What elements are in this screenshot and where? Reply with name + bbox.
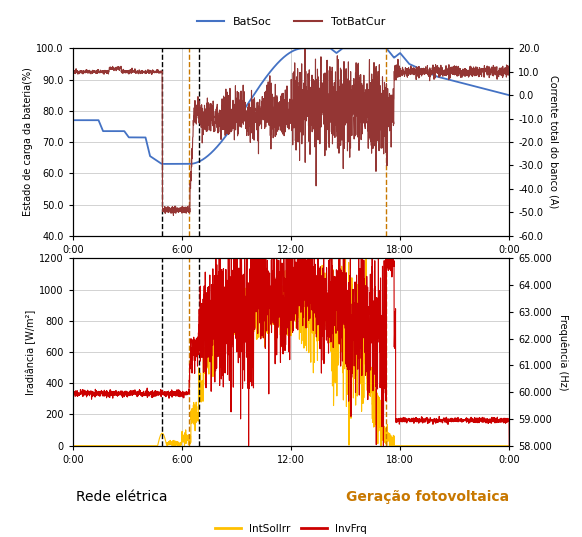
Text: Geração fotovoltaica: Geração fotovoltaica	[346, 490, 509, 504]
Y-axis label: Iradiância [W/m²]: Iradiância [W/m²]	[26, 309, 36, 395]
Y-axis label: Frequência (Hz): Frequência (Hz)	[558, 314, 568, 390]
Text: Rede elétrica: Rede elétrica	[76, 490, 167, 504]
Legend: IntSolIrr, InvFrq: IntSolIrr, InvFrq	[211, 520, 371, 537]
Y-axis label: Corrente total do banco (A): Corrente total do banco (A)	[549, 75, 559, 209]
Legend: BatSoc, TotBatCur: BatSoc, TotBatCur	[192, 13, 390, 32]
Y-axis label: Estado de carga da bateria(%): Estado de carga da bateria(%)	[23, 68, 33, 216]
